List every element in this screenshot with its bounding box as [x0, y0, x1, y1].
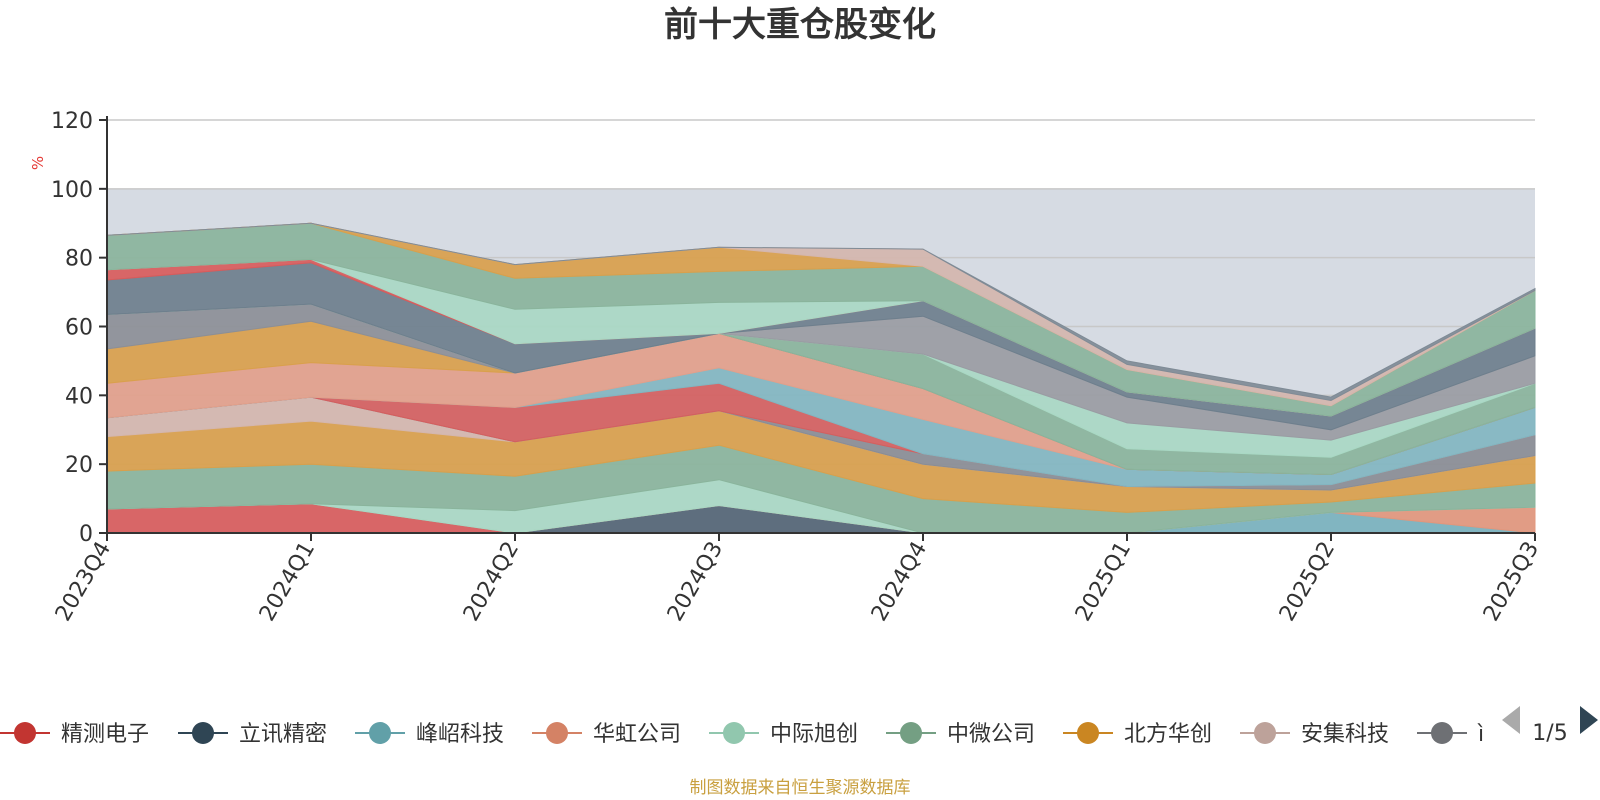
area-series-layer	[106, 222, 1536, 534]
legend[interactable]: 精测电子 立讯精密 峰岹科技 华虹公司 中际旭创 中微公司 北方华创 安集科技 ì	[0, 722, 1484, 747]
legend-marker-icon	[900, 722, 922, 744]
legend-marker-icon	[723, 722, 745, 744]
y-tick-label: 60	[65, 316, 93, 341]
y-tick-label: 100	[51, 178, 93, 203]
legend-item[interactable]: 安集科技	[1240, 722, 1389, 747]
legend-marker-icon	[1431, 722, 1453, 744]
y-axis-unit-label: %	[29, 156, 47, 170]
legend-label: 立讯精密	[239, 722, 327, 747]
x-tick-label: 2025Q2	[1275, 538, 1340, 626]
x-tick-label: 2024Q3	[663, 538, 728, 626]
legend-page-indicator: 1/5	[1532, 721, 1567, 746]
legend-label: 中微公司	[947, 722, 1035, 747]
legend-next-page-icon[interactable]	[1580, 706, 1598, 734]
legend-label: 华虹公司	[593, 722, 681, 747]
data-source-footer: 制图数据来自恒生聚源数据库	[690, 778, 911, 798]
legend-item[interactable]: 精测电子	[0, 722, 149, 747]
x-tick-label: 2024Q4	[867, 538, 932, 626]
legend-marker-icon	[1254, 722, 1276, 744]
legend-item[interactable]: 北方华创	[1063, 722, 1212, 747]
legend-label-truncated: ì	[1477, 722, 1484, 747]
y-tick-label: 80	[65, 247, 93, 272]
legend-item[interactable]: 峰岹科技	[355, 722, 504, 747]
x-tick-label: 2025Q1	[1071, 538, 1136, 626]
legend-item[interactable]: 立讯精密	[178, 722, 327, 747]
legend-label: 精测电子	[61, 722, 149, 747]
legend-label: 安集科技	[1301, 722, 1389, 747]
legend-item[interactable]: 中际旭创	[709, 722, 858, 747]
x-tick-label: 2024Q1	[255, 538, 320, 626]
x-tick-label: 2023Q4	[51, 538, 116, 626]
y-tick-label: 0	[79, 522, 93, 547]
legend-marker-icon	[1077, 722, 1099, 744]
legend-prev-page-icon[interactable]	[1502, 706, 1520, 734]
legend-marker-icon	[546, 722, 568, 744]
legend-label: 北方华创	[1124, 722, 1212, 747]
y-tick-label: 120	[51, 109, 93, 134]
legend-pager: 1/5	[1502, 706, 1598, 746]
legend-marker-icon	[14, 722, 36, 744]
legend-marker-icon	[192, 722, 214, 744]
legend-marker-icon	[369, 722, 391, 744]
y-tick-label: 40	[65, 384, 93, 409]
y-tick-label: 20	[65, 453, 93, 478]
area-series-24	[106, 222, 1536, 402]
legend-item[interactable]: 华虹公司	[532, 722, 681, 747]
x-tick-label: 2024Q2	[459, 538, 524, 626]
chart-title: 前十大重仓股变化	[664, 5, 936, 45]
legend-item[interactable]	[1417, 722, 1467, 744]
legend-item[interactable]: 中微公司	[886, 722, 1035, 747]
x-tick-label: 2025Q3	[1479, 538, 1544, 626]
legend-label: 中际旭创	[770, 722, 858, 747]
legend-label: 峰岹科技	[416, 722, 504, 747]
